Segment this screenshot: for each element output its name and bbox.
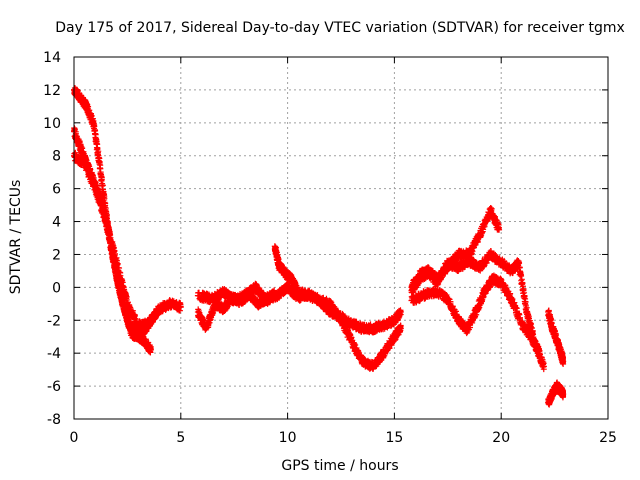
data-points: [71, 84, 567, 408]
y-tick-label: 8: [52, 149, 61, 165]
x-tick-label: 5: [176, 430, 185, 446]
x-tick-label: 25: [599, 430, 617, 446]
y-tick-label: 10: [43, 116, 61, 132]
x-tick-label: 15: [385, 430, 403, 446]
y-tick-label: 14: [43, 50, 61, 66]
y-tick-label: -2: [47, 313, 61, 329]
y-tick-label: 0: [52, 280, 61, 296]
y-tick-label: 2: [52, 247, 61, 263]
y-tick-label: -8: [47, 412, 61, 428]
y-tick-label: -6: [47, 379, 61, 395]
y-tick-label: -4: [47, 346, 61, 362]
y-axis-label: SDTVAR / TECUs: [8, 180, 24, 295]
y-tick-label: 6: [52, 182, 61, 198]
x-axis-label: GPS time / hours: [281, 458, 398, 474]
y-tick-label: 4: [52, 215, 61, 231]
x-tick-label: 0: [70, 430, 79, 446]
x-tick-label: 20: [492, 430, 510, 446]
grid: [74, 57, 608, 419]
chart-title: Day 175 of 2017, Sidereal Day-to-day VTE…: [55, 20, 625, 36]
ticks: 0 5 10 15 20 25 -8 -6 -4 -2 0 2 4 6 8 10 12 14: [43, 50, 617, 446]
data-point: [98, 174, 105, 181]
data-point: [88, 112, 95, 119]
y-tick-label: 12: [43, 83, 61, 99]
x-tick-label: 10: [279, 430, 297, 446]
